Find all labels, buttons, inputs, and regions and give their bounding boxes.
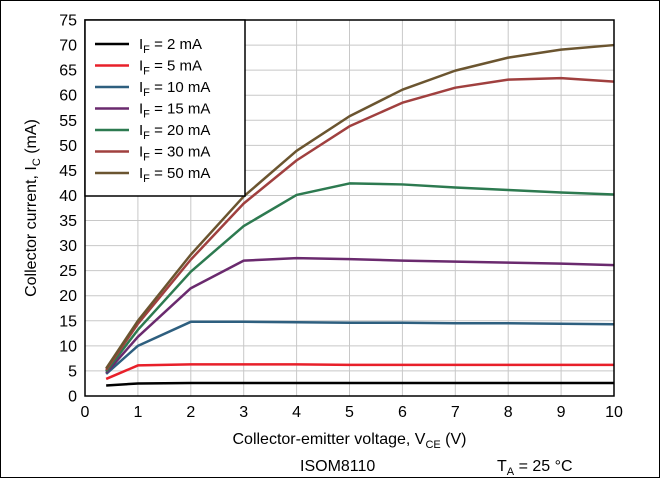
footer-temp-sub: A [507, 466, 515, 478]
x-tick-label: 6 [398, 404, 407, 421]
x-tick-label: 3 [239, 404, 248, 421]
legend-label: IF = 50 mA [139, 165, 210, 185]
y-tick-label: 5 [68, 363, 77, 380]
x-tick-label: 10 [605, 404, 623, 421]
x-tick-label: 7 [451, 404, 460, 421]
x-tick-label: 0 [81, 404, 90, 421]
series-line [105, 43, 615, 370]
y-tick-label: 45 [59, 163, 77, 180]
x-axis-label-unit: (V) [441, 431, 467, 448]
x-tick-label: 1 [133, 404, 142, 421]
y-tick-label: 10 [59, 338, 77, 355]
y-tick-label: 15 [59, 313, 77, 330]
series-line [106, 381, 614, 387]
y-tick-label: 60 [59, 88, 77, 105]
y-tick-label: 0 [68, 389, 77, 406]
y-tick-label: 65 [59, 63, 77, 80]
y-axis-label-unit: (mA) [23, 119, 40, 158]
x-tick-label: 2 [186, 404, 195, 421]
x-axis-label: Collector-emitter voltage, VCE (V) [232, 431, 466, 451]
x-axis-label-main: Collector-emitter voltage, V [232, 431, 425, 448]
plot-area [84, 19, 615, 397]
x-tick-label: 5 [345, 404, 354, 421]
y-axis-label-sub: C [31, 158, 43, 166]
x-tick-label: 9 [557, 404, 566, 421]
legend-label: IF = 30 mA [139, 144, 210, 164]
y-tick-label: 75 [59, 13, 77, 30]
series-line [105, 363, 614, 381]
y-tick-label: 50 [59, 138, 77, 155]
x-axis-ticks: 0 1 2 3 4 5 6 7 8 9 10 [81, 404, 623, 421]
series-line [105, 320, 615, 375]
y-axis-label-main: Collector current, I [23, 166, 40, 297]
y-tick-label: 55 [59, 113, 77, 130]
legend-label: IF = 10 mA [139, 79, 210, 99]
legend-label: IF = 20 mA [139, 122, 210, 142]
y-tick-label: 35 [59, 213, 77, 230]
legend-label: IF = 5 mA [139, 58, 202, 78]
footer-part-number: ISOM8110 [300, 458, 375, 475]
series-layer [105, 43, 615, 387]
footer-temp-prefix: T [497, 458, 507, 475]
y-tick-label: 70 [59, 38, 77, 55]
footer-temp-suffix: = 25 °C [514, 458, 572, 475]
series-line [105, 182, 615, 373]
y-tick-label: 20 [59, 288, 77, 305]
y-tick-label: 25 [59, 263, 77, 280]
y-axis-label: Collector current, IC (mA) [23, 119, 43, 297]
x-tick-label: 4 [292, 404, 301, 421]
series-line [105, 256, 615, 374]
y-tick-label: 30 [59, 238, 77, 255]
legend-label: IF = 2 mA [139, 36, 202, 56]
y-axis-ticks: 0 5 10 15 20 25 30 35 40 45 50 55 60 65 70 75 [59, 13, 77, 406]
series-line [105, 76, 615, 371]
y-tick-label: 40 [59, 188, 77, 205]
x-tick-label: 8 [504, 404, 513, 421]
footer-temperature: TA = 25 °C [497, 458, 573, 478]
x-axis-label-sub: CE [425, 439, 440, 451]
legend-label: IF = 15 mA [139, 101, 210, 121]
